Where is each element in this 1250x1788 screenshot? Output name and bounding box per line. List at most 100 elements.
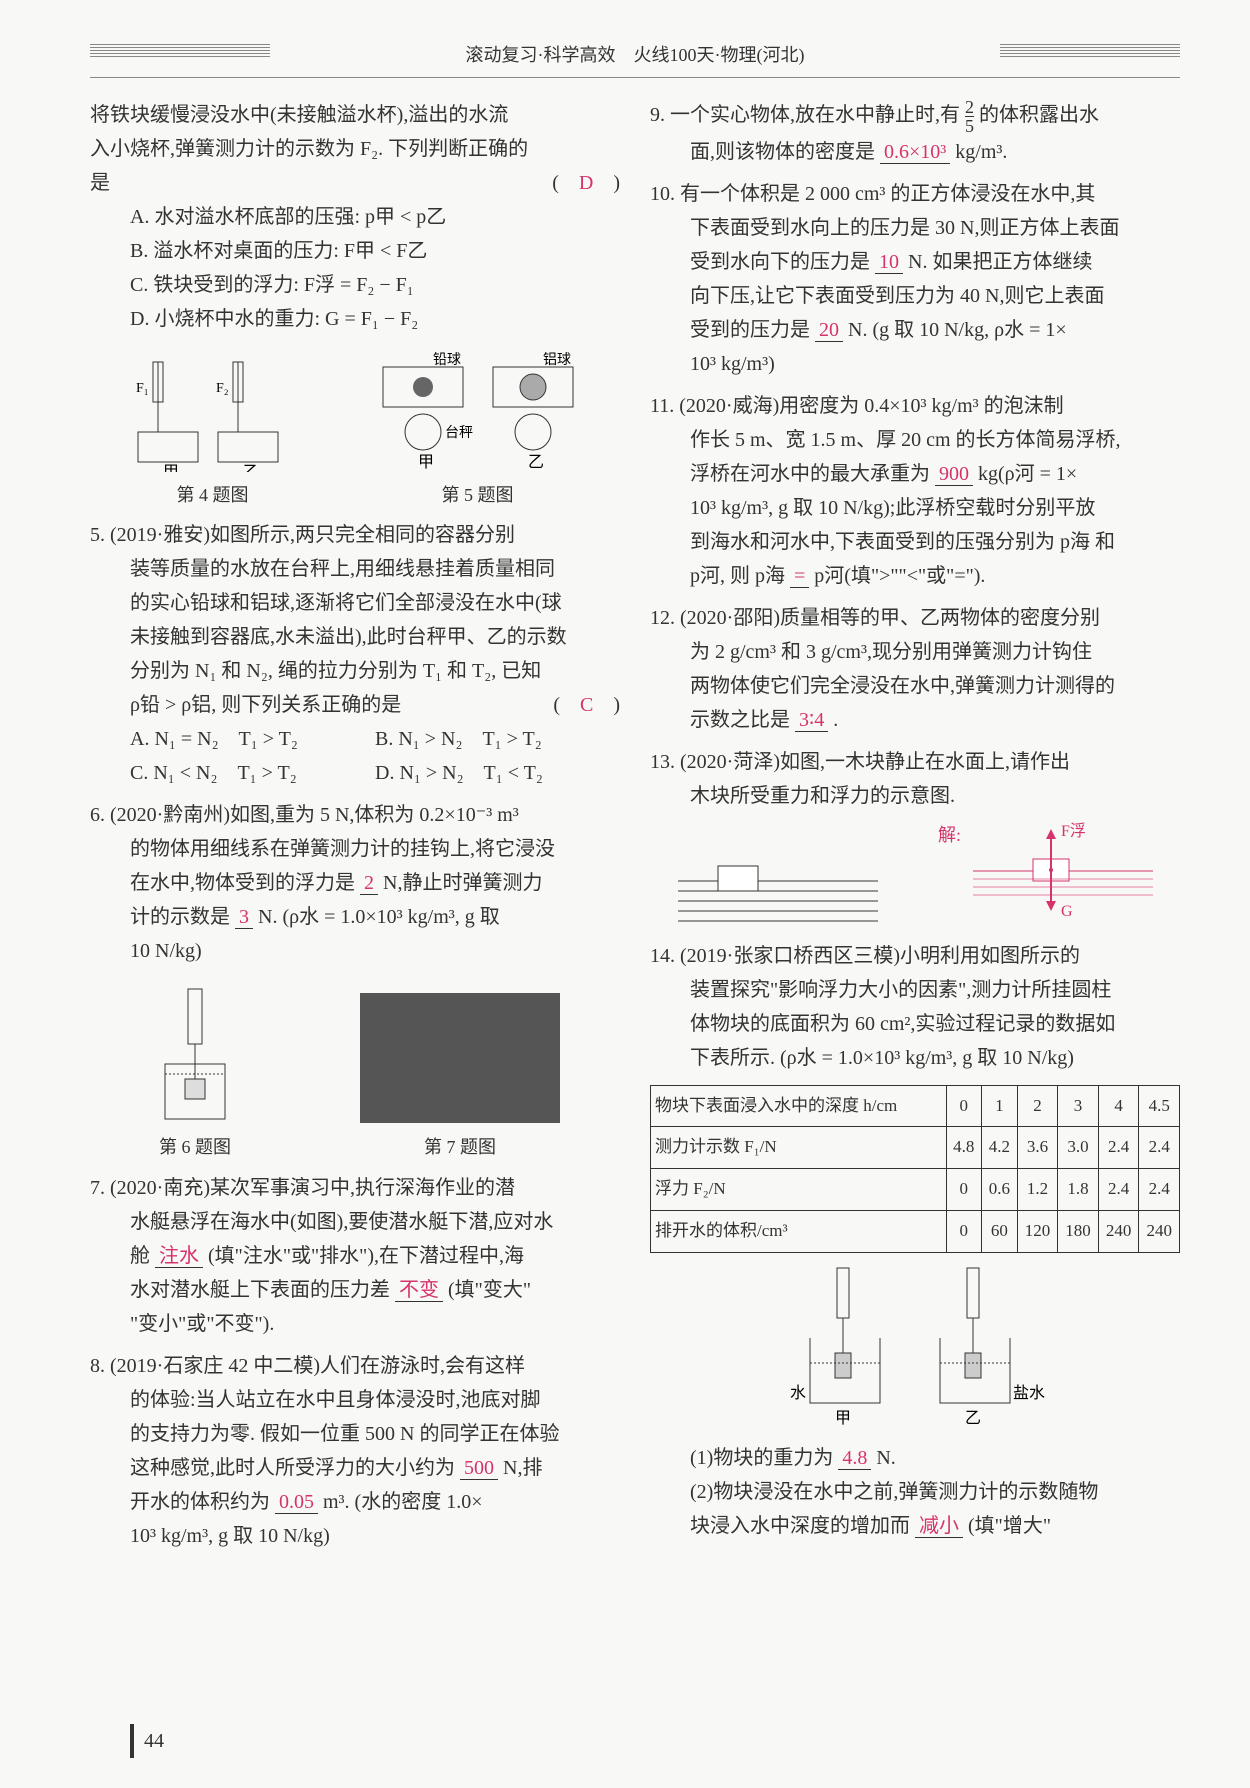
p10-l5a: 受到的压力是	[690, 319, 810, 341]
p6-l4a: 计的示数是	[130, 906, 230, 928]
p8-ans2: 0.05	[275, 1491, 318, 1514]
table-cell: 4.8	[946, 1127, 982, 1169]
p10-l3a: 受到水向下的压力是	[690, 251, 870, 273]
p12-l1: 12. (2020·邵阳)质量相等的甲、乙两物体的密度分别	[650, 601, 1180, 635]
p5-optB: B. N₁ > N₂ T₁ > T₂	[375, 722, 620, 756]
svg-text:乙: 乙	[528, 454, 544, 471]
problem-14: 14. (2019·张家口桥西区三模)小明利用如图所示的 装置探究"影响浮力大小…	[650, 939, 1180, 1544]
p14-l4: 下表所示. (ρ水 = 1.0×10³ kg/m³, g 取 10 N/kg)	[650, 1041, 1180, 1075]
table-cell: 3.0	[1058, 1127, 1099, 1169]
p14-svg: 水 甲 盐水 乙	[785, 1263, 1045, 1433]
svg-text:乙: 乙	[243, 464, 259, 472]
svg-text:水: 水	[790, 1384, 806, 1402]
table-cell: 240	[1139, 1211, 1180, 1253]
p11-l6a: p河, 则 p海	[690, 565, 785, 587]
fig4-label: 第 4 题图	[128, 480, 298, 511]
p9-srcb: 的体积露出水	[979, 104, 1099, 126]
right-column: 9. 一个实心物体,放在水中静止时,有 25 的体积露出水 面,则该物体的密度是…	[650, 98, 1180, 1561]
p7-ans1: 注水	[155, 1245, 203, 1268]
p14-q2: (2)物块浸没在水中之前,弹簧测力计的示数随物	[650, 1475, 1180, 1509]
problem-10: 10. 有一个体积是 2 000 cm³ 的正方体浸没在水中,其 下表面受到水向…	[650, 177, 1180, 381]
p6-ans2: 3	[235, 906, 253, 929]
p5-l3: 的实心铅球和铝球,逐渐将它们全部浸没在水中(球	[90, 586, 620, 620]
fig-row-4-5: F₁ F₂ 甲 乙 第 4 题图 铅球 铝球 台秤 甲 乙 第 5 题图	[90, 344, 620, 511]
problem-11: 11. (2020·威海)用密度为 0.4×10³ kg/m³ 的泡沫制 作长 …	[650, 389, 1180, 593]
p8-ans1: 500	[460, 1457, 498, 1480]
table-cell: 0	[946, 1211, 982, 1253]
table-cell: 3.6	[1017, 1127, 1058, 1169]
p10-l3b: N. 如果把正方体继续	[908, 251, 1092, 273]
fig4-svg: F₁ F₂ 甲 乙	[128, 352, 298, 472]
p9-ans: 0.6×10³	[880, 141, 950, 164]
p7-l1: 7. (2020·南充)某次军事演习中,执行深海作业的潜	[90, 1171, 620, 1205]
svg-text:盐水: 盐水	[1013, 1384, 1045, 1402]
p10-l2: 下表面受到水向上的压力是 30 N,则正方体上表面	[650, 211, 1180, 245]
svg-text:铝球: 铝球	[543, 352, 571, 368]
p8-l4b: N,排	[503, 1457, 542, 1479]
table-row: 测力计示数 F₁/N4.84.23.63.02.42.4	[651, 1127, 1180, 1169]
svg-text:甲: 甲	[163, 464, 179, 472]
p13-sol-label: 解:	[938, 825, 961, 845]
p11-l3a: 浮桥在河水中的最大承重为	[690, 463, 930, 485]
p9-frac: 25	[965, 98, 974, 135]
table-cell: 180	[1058, 1211, 1099, 1253]
p7-l3b: (填"注水"或"排水"),在下潜过程中,海	[208, 1245, 524, 1267]
p14-q2l2a: 块浸入水中深度的增加而	[690, 1515, 910, 1537]
p10-ans2: 20	[815, 319, 843, 342]
p4-optD: D. 小烧杯中水的重力: G = F₁ − F₂	[90, 302, 620, 336]
problem-6: 6. (2020·黔南州)如图,重为 5 N,体积为 0.2×10⁻³ m³ 的…	[90, 798, 620, 968]
p4-line2: 入小烧杯,弹簧测力计的示数为 F₂. 下列判断正确的	[90, 132, 620, 166]
p5-l6-text: ρ铅 > ρ铝, 则下列关系正确的是	[130, 694, 401, 716]
p12-l4b: .	[833, 709, 838, 731]
p8-l1: 8. (2019·石家庄 42 中二模)人们在游泳时,会有这样	[90, 1349, 620, 1383]
fig-6: 第 6 题图	[150, 976, 240, 1163]
p11-l3b: kg(ρ河 = 1×	[978, 463, 1077, 485]
table-row-label: 测力计示数 F₁/N	[651, 1127, 947, 1169]
table-cell: 4.5	[1139, 1085, 1180, 1127]
p4-optB: B. 溢水杯对桌面的压力: F甲 < F乙	[90, 234, 620, 268]
svg-text:台秤: 台秤	[445, 425, 473, 441]
fig6-svg	[150, 984, 240, 1124]
problem-8: 8. (2019·石家庄 42 中二模)人们在游泳时,会有这样 的体验:当人站立…	[90, 1349, 620, 1553]
p7-l5: "变小"或"不变").	[90, 1307, 620, 1341]
p10-l5: 受到的压力是 20 N. (g 取 10 N/kg, ρ水 = 1×	[650, 313, 1180, 347]
table-cell: 1	[982, 1085, 1018, 1127]
p5-l5: 分别为 N₁ 和 N₂, 绳的拉力分别为 T₁ 和 T₂, 已知	[90, 654, 620, 688]
p4-line3: 是 ( D )	[90, 166, 620, 200]
table-cell: 0	[946, 1169, 982, 1211]
p11-l4: 10³ kg/m³, g 取 10 N/kg);此浮桥空载时分别平放	[650, 491, 1180, 525]
p11-l6b: p河(填">""<"或"=").	[814, 565, 985, 587]
p12-ans: 3∶4	[795, 709, 828, 732]
p6-l5: 10 N/kg)	[90, 934, 620, 968]
table-cell: 2.4	[1139, 1169, 1180, 1211]
p7-l4b: (填"变大"	[448, 1279, 531, 1301]
p14-q1b: N.	[876, 1447, 895, 1469]
table-cell: 2.4	[1139, 1127, 1180, 1169]
p6-ans1: 2	[360, 872, 378, 895]
table-cell: 120	[1017, 1211, 1058, 1253]
p14-l3: 体物块的底面积为 60 cm²,实验过程记录的数据如	[650, 1007, 1180, 1041]
fig6-label: 第 6 题图	[150, 1132, 240, 1163]
p5-l1: 5. (2019·雅安)如图所示,两只完全相同的容器分别	[90, 518, 620, 552]
p12-l2: 为 2 g/cm³ 和 3 g/cm³,现分别用弹簧测力计钩住	[650, 635, 1180, 669]
svg-text:甲: 甲	[418, 454, 434, 471]
page-number: 44	[130, 1724, 164, 1758]
problem-7: 7. (2020·南充)某次军事演习中,执行深海作业的潜 水艇悬浮在海水中(如图…	[90, 1171, 620, 1341]
p8-l3: 的支持力为零. 假如一位重 500 N 的同学正在体验	[90, 1417, 620, 1451]
p9-l1: 9. 一个实心物体,放在水中静止时,有 25 的体积露出水	[650, 98, 1180, 135]
table-row-label: 浮力 F₂/N	[651, 1169, 947, 1211]
table-row: 排开水的体积/cm³060120180240240	[651, 1211, 1180, 1253]
table-cell: 2.4	[1098, 1169, 1139, 1211]
p13-l1: 13. (2020·菏泽)如图,一木块静止在水面上,请作出	[650, 745, 1180, 779]
problem-4: 将铁块缓慢浸没水中(未接触溢水杯),溢出的水流 入小烧杯,弹簧测力计的示数为 F…	[90, 98, 620, 336]
fig-7: 第 7 题图	[360, 993, 560, 1163]
table-cell: 60	[982, 1211, 1018, 1253]
p13-sol-svg: 解: F浮 G	[933, 821, 1153, 931]
table-cell: 1.8	[1058, 1169, 1099, 1211]
p10-l6: 10³ kg/m³)	[650, 347, 1180, 381]
p11-l6: p河, 则 p海 = p河(填">""<"或"=").	[650, 559, 1180, 593]
p12-l4: 示数之比是 3∶4 .	[650, 703, 1180, 737]
p6-l4: 计的示数是 3 N. (ρ水 = 1.0×10³ kg/m³, g 取	[90, 900, 620, 934]
p11-ans2: =	[790, 565, 809, 588]
svg-text:甲: 甲	[835, 1410, 851, 1427]
